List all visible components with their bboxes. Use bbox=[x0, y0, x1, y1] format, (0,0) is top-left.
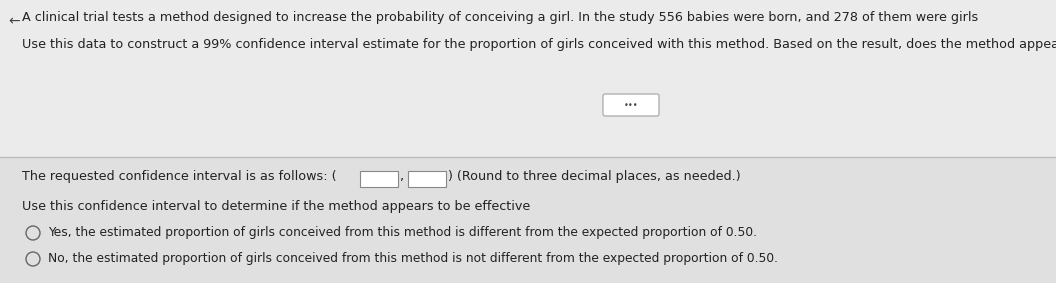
Text: ) (Round to three decimal places, as needed.): ) (Round to three decimal places, as nee… bbox=[448, 170, 740, 183]
Bar bbox=[360, 171, 398, 187]
Text: Yes, the estimated proportion of girls conceived from this method is different f: Yes, the estimated proportion of girls c… bbox=[48, 226, 757, 239]
Text: The requested confidence interval is as follows: (: The requested confidence interval is as … bbox=[22, 170, 337, 183]
Text: Use this confidence interval to determine if the method appears to be effective: Use this confidence interval to determin… bbox=[22, 200, 530, 213]
Bar bbox=[0, 157, 1056, 283]
Text: ←: ← bbox=[8, 14, 20, 28]
Text: A clinical trial tests a method designed to increase the probability of conceivi: A clinical trial tests a method designed… bbox=[22, 11, 978, 24]
Text: •••: ••• bbox=[624, 102, 638, 110]
Bar bbox=[0, 0, 1056, 157]
Bar bbox=[408, 171, 446, 187]
FancyBboxPatch shape bbox=[603, 94, 659, 116]
Text: Use this data to construct a 99% confidence interval estimate for the proportion: Use this data to construct a 99% confide… bbox=[22, 38, 1056, 51]
Text: No, the estimated proportion of girls conceived from this method is not differen: No, the estimated proportion of girls co… bbox=[48, 252, 778, 265]
Text: ,: , bbox=[399, 170, 403, 183]
